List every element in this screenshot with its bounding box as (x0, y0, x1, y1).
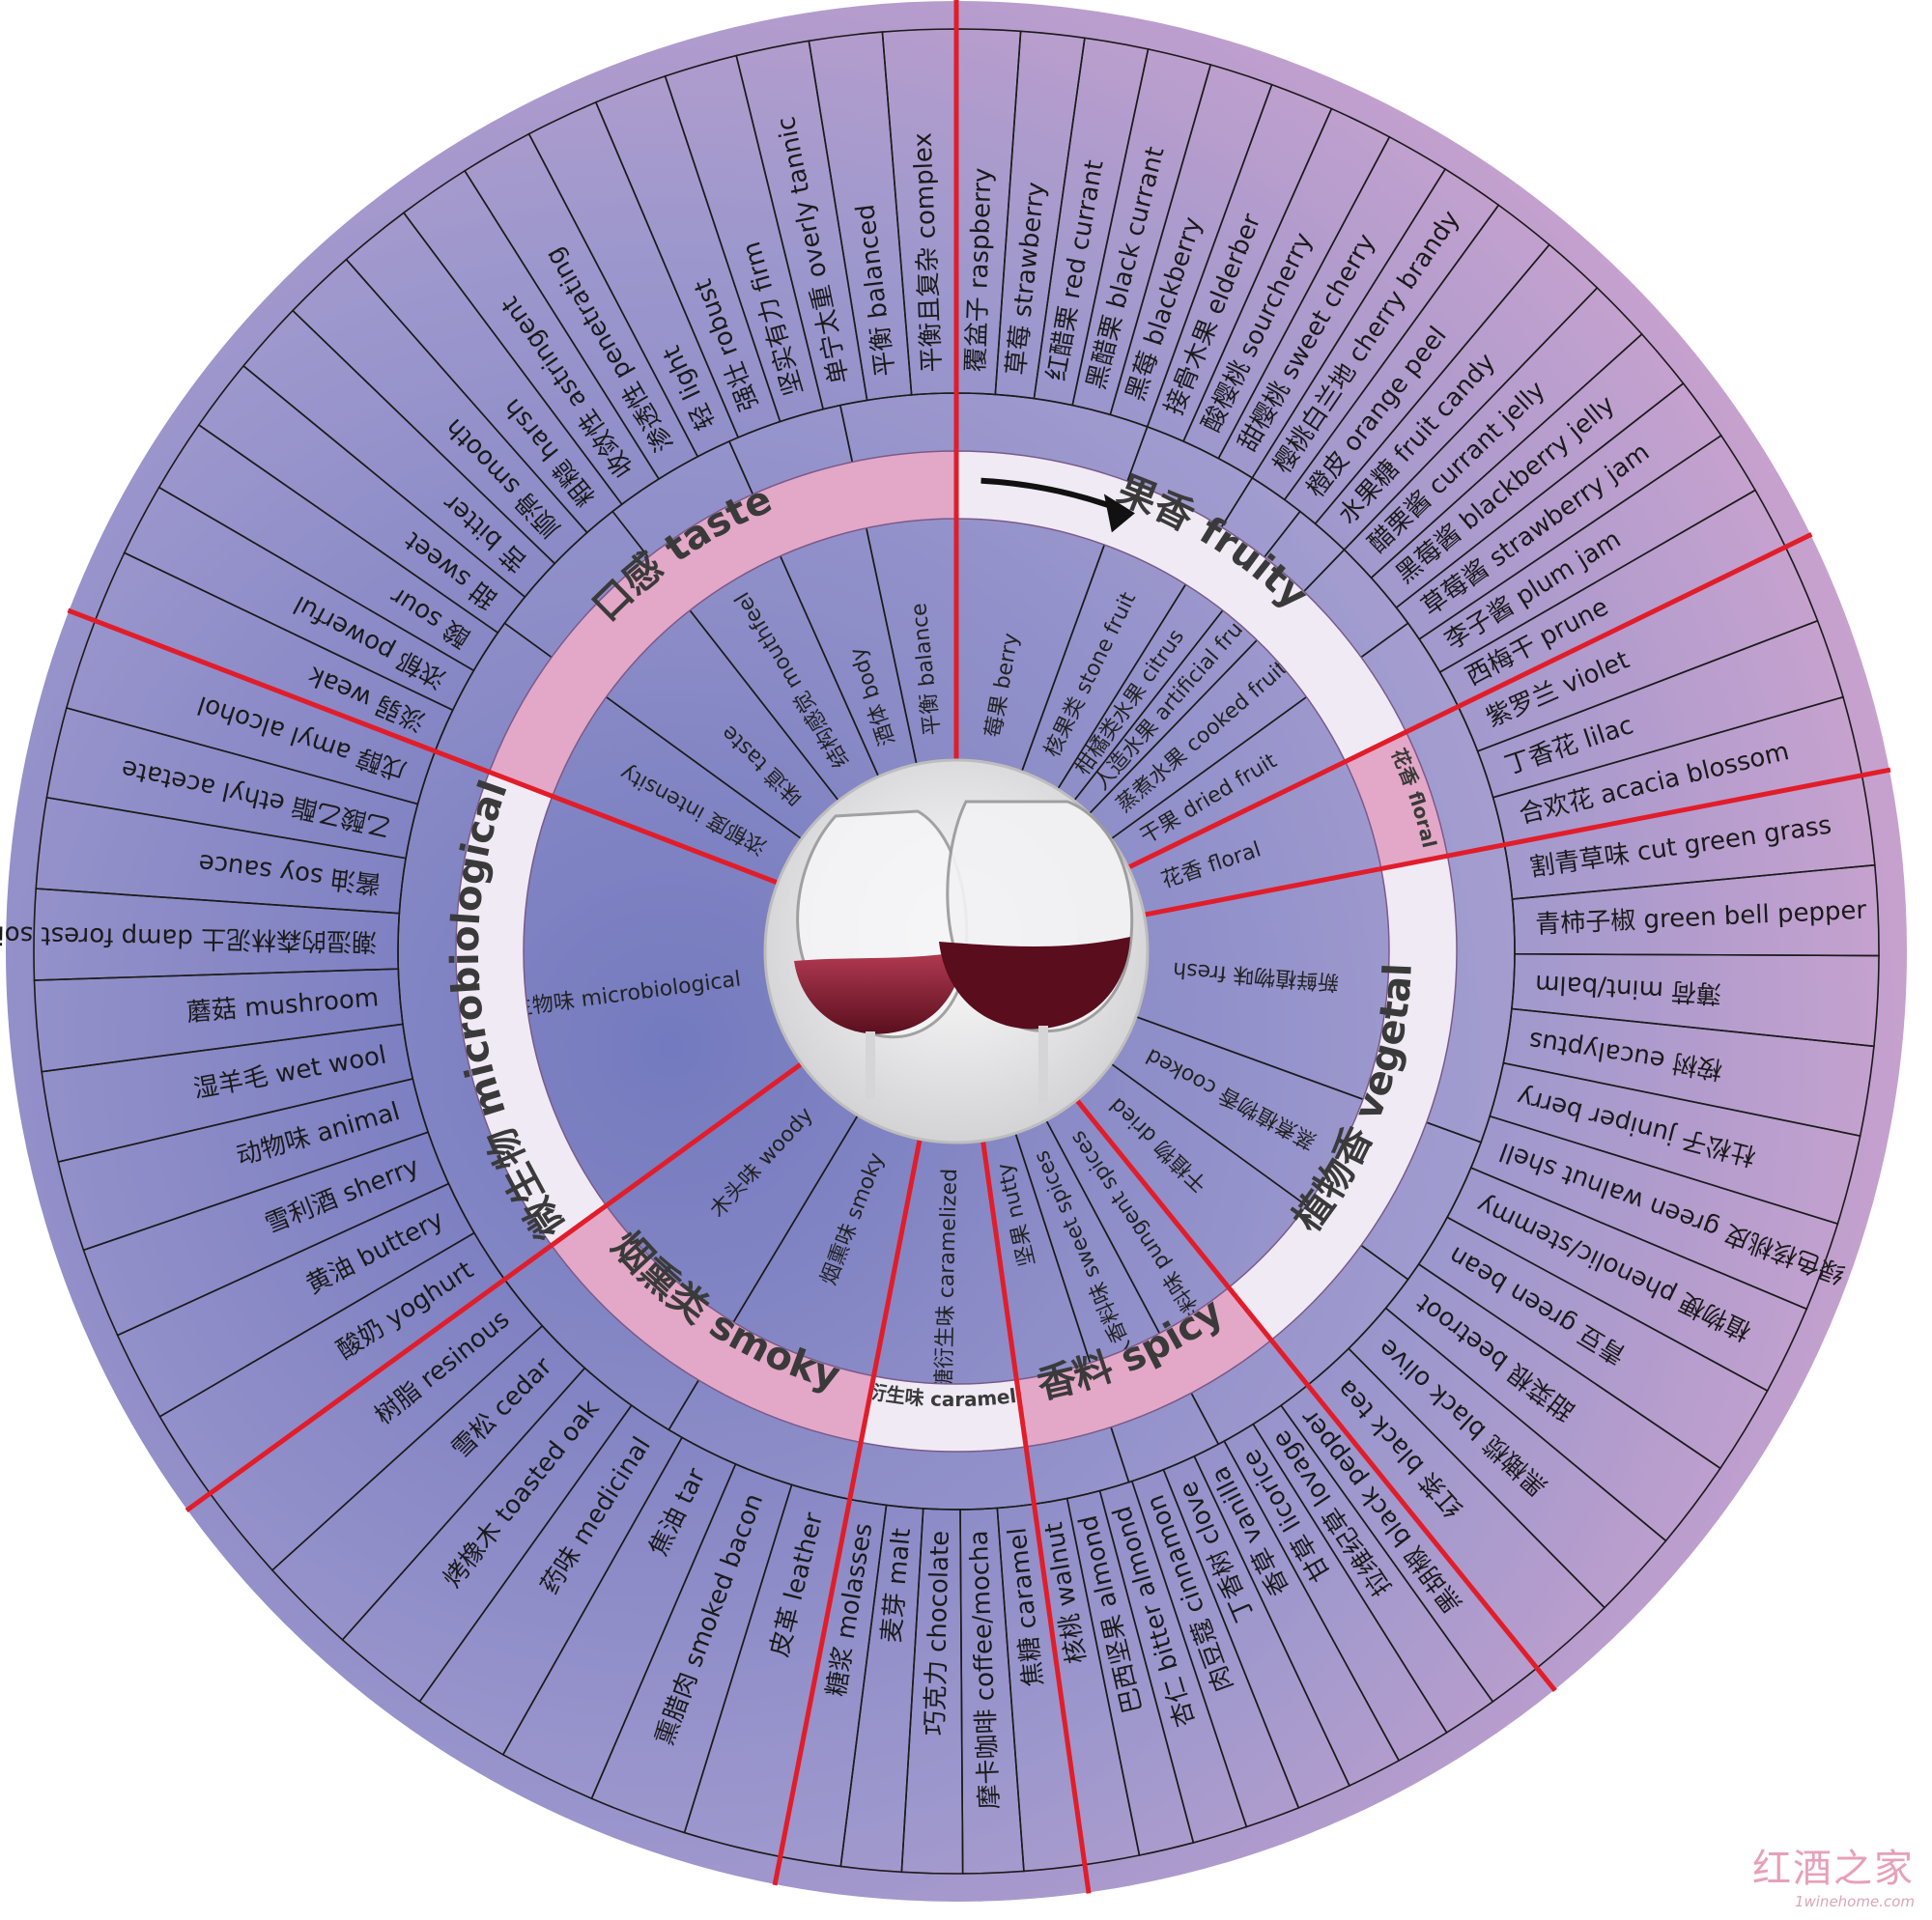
center-disc (763, 758, 1150, 1144)
wine-glass-right-icon (939, 800, 1134, 1103)
category-divider (980, 1140, 1092, 1894)
category-divider (185, 1061, 804, 1512)
watermark: 红酒之家 1winehome.com (1752, 1837, 1915, 1910)
direction-arrow-head-icon (1103, 494, 1135, 533)
category-divider (67, 607, 780, 886)
category-divider (1126, 531, 1813, 870)
category-divider (1074, 1098, 1557, 1693)
watermark-text: 红酒之家 (1752, 1847, 1915, 1891)
watermark-url: 1winehome.com (1794, 1893, 1915, 1910)
category-divider (772, 1138, 923, 1886)
wine-glass-left-icon (794, 809, 969, 1099)
category-divider (1143, 767, 1891, 918)
aroma-term: 覆盆子 raspberry (961, 167, 997, 373)
aroma-term: 潮湿的森林泥土 damp forest soil (0, 919, 377, 955)
aroma-term: 巧克力 chocolate (921, 1530, 955, 1736)
